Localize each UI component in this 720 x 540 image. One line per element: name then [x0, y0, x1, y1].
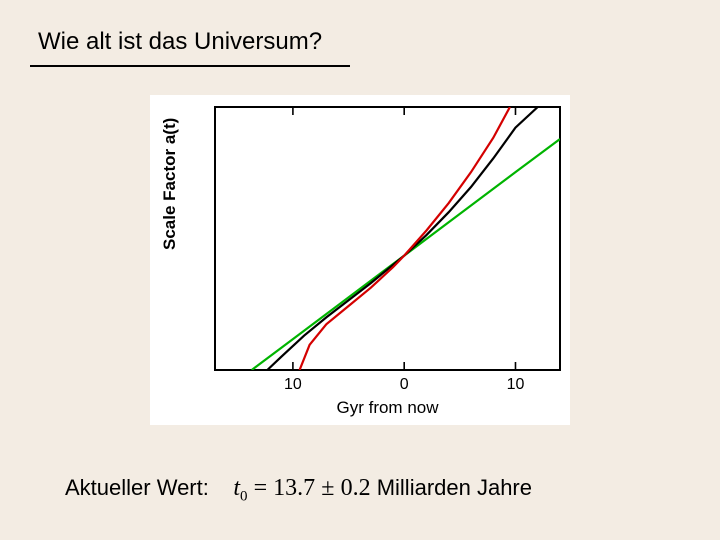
scale-factor-chart: Scale Factor a(t) 10 0 10 Gyr from now	[150, 95, 570, 425]
title-underline	[30, 65, 350, 67]
xtick-label: 10	[507, 376, 525, 394]
var-sub: 0	[240, 488, 248, 504]
xtick-label: 0	[400, 376, 409, 394]
err-value: 0.2	[341, 475, 371, 501]
chart-ylabel: Scale Factor a(t)	[160, 118, 180, 250]
current-value-line: Aktueller Wert: t0 = 13.7 ± 0.2 Milliard…	[65, 475, 532, 505]
xtick-label: 10	[284, 376, 302, 394]
var-t: t	[233, 475, 240, 501]
chart-xlabel: Gyr from now	[336, 398, 438, 418]
current-value-label: Aktueller Wert:	[65, 475, 209, 500]
plus-minus: ±	[321, 475, 334, 501]
slide-title: Wie alt ist das Universum?	[38, 28, 322, 56]
unit-label: Milliarden Jahre	[377, 475, 532, 500]
eq-value: = 13.7	[254, 475, 316, 501]
